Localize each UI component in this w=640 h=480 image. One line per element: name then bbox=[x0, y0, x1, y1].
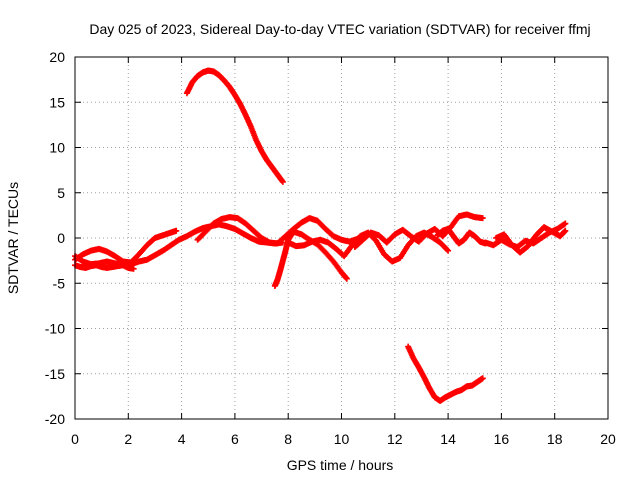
x-tick-label: 16 bbox=[494, 431, 510, 447]
data-point bbox=[279, 178, 286, 185]
y-axis-label: SDTVAR / TECUs bbox=[5, 182, 21, 294]
data-point bbox=[479, 215, 486, 222]
data-point bbox=[445, 247, 452, 254]
chart-title: Day 025 of 2023, Sidereal Day-to-day VTE… bbox=[89, 21, 590, 37]
x-tick-label: 2 bbox=[124, 431, 132, 447]
data-point bbox=[562, 227, 569, 234]
series-arc-7 bbox=[351, 211, 486, 251]
x-tick-label: 0 bbox=[71, 431, 79, 447]
x-axis-label: GPS time / hours bbox=[287, 457, 394, 473]
y-tick-label: 20 bbox=[49, 49, 65, 65]
series-arc-10 bbox=[493, 224, 569, 256]
y-tick-label: -10 bbox=[45, 321, 65, 337]
x-tick-label: 6 bbox=[231, 431, 239, 447]
y-tick-label: -5 bbox=[53, 275, 66, 291]
x-tick-label: 18 bbox=[547, 431, 563, 447]
x-tick-labels: 0 2 4 6 8 10 12 14 16 18 20 bbox=[71, 431, 616, 447]
x-tick-label: 20 bbox=[600, 431, 616, 447]
data-point bbox=[173, 227, 180, 234]
data-points bbox=[72, 67, 569, 404]
y-tick-labels: -20 -15 -10 -5 0 5 10 15 20 bbox=[45, 49, 65, 427]
series-arc-2 bbox=[72, 227, 180, 266]
x-tick-label: 12 bbox=[387, 431, 403, 447]
series-arc-4 bbox=[194, 214, 361, 247]
y-tick-label: 5 bbox=[57, 185, 65, 201]
x-tick-label: 10 bbox=[334, 431, 350, 447]
series-arc-low bbox=[405, 343, 486, 404]
series-arc-3 bbox=[72, 262, 137, 272]
y-tick-label: 15 bbox=[49, 94, 65, 110]
data-point bbox=[343, 275, 350, 282]
x-tick-label: 4 bbox=[178, 431, 186, 447]
data-point bbox=[479, 375, 486, 382]
y-tick-label: 0 bbox=[57, 230, 65, 246]
data-point bbox=[444, 246, 451, 253]
x-tick-label: 14 bbox=[440, 431, 456, 447]
data-point bbox=[130, 265, 137, 272]
y-tick-label: -20 bbox=[45, 411, 65, 427]
x-tick-label: 8 bbox=[284, 431, 292, 447]
series-arc-high bbox=[183, 67, 286, 185]
y-tick-label: 10 bbox=[49, 140, 65, 156]
y-tick-label: -15 bbox=[45, 366, 65, 382]
plot-frame bbox=[74, 56, 609, 420]
data-point bbox=[562, 220, 569, 227]
